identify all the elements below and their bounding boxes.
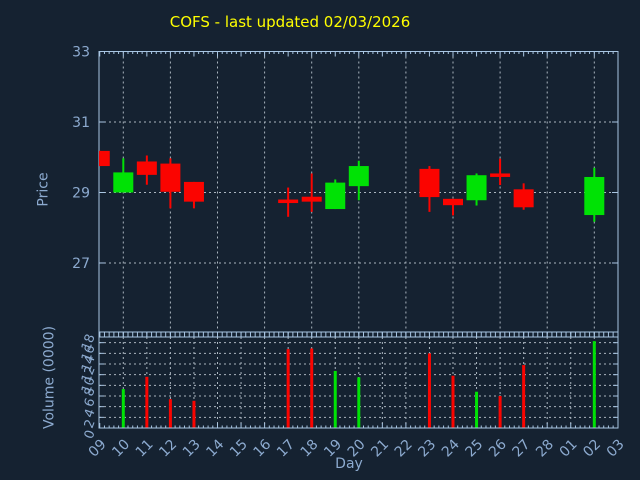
day-tick-label: 24 (439, 436, 463, 460)
candle-body (136, 161, 157, 175)
volume-bars (121, 341, 596, 428)
day-tick-label: 12 (156, 437, 180, 461)
gridlines (99, 51, 618, 428)
day-tick-label: 11 (133, 437, 157, 461)
day-tick-label: 26 (486, 436, 510, 460)
price-axis-label: Price (35, 172, 52, 207)
price-tick-label: 29 (72, 185, 90, 201)
price-tick-label: 27 (72, 256, 90, 272)
volume-tick-label: 16 (79, 343, 99, 364)
candle-body (278, 199, 299, 204)
day-tick-label: 03 (604, 437, 628, 461)
candle-body (513, 189, 534, 208)
price-tick-label: 31 (72, 115, 90, 131)
candle-body (160, 163, 181, 192)
candle-body (348, 166, 369, 187)
candle-body (325, 182, 346, 210)
day-axis-label: Day (335, 456, 363, 472)
day-tick-label: 10 (109, 437, 133, 461)
day-tick-label: 01 (557, 437, 581, 461)
day-tick-label: 25 (462, 437, 486, 461)
day-tick-label: 27 (510, 437, 534, 461)
day-tick-label: 23 (415, 437, 439, 461)
day-tick-label: 09 (86, 437, 110, 461)
volume-axis-label: Volume (0000) (41, 325, 58, 430)
candles (99, 150, 605, 222)
candle-body (466, 175, 487, 201)
volume-tick-label: 10 (79, 375, 99, 396)
day-tick-label: 15 (227, 437, 251, 461)
volume-tick-label: 12 (79, 364, 99, 385)
price-tick-label: 33 (72, 45, 90, 61)
day-tick-label: 28 (533, 437, 557, 461)
candle-body (301, 196, 322, 202)
chart-title: COFS - last updated 02/03/2026 (169, 13, 411, 31)
candle-body (490, 173, 511, 177)
day-tick-label: 13 (180, 437, 204, 461)
volume-tick-label: 18 (79, 332, 99, 353)
day-tick-label: 22 (392, 437, 416, 461)
day-tick-label: 14 (203, 436, 227, 460)
candle-body (113, 172, 134, 193)
candle-body (419, 168, 440, 198)
candle-body (443, 198, 463, 206)
candle-body (584, 176, 605, 216)
tick-marks (99, 51, 618, 429)
candle-body (183, 181, 204, 202)
day-tick-label: 02 (580, 437, 604, 461)
day-tick-label: 17 (274, 437, 298, 461)
volume-tick-label: 14 (79, 354, 99, 375)
day-tick-label: 16 (251, 436, 275, 460)
candle-body (99, 150, 110, 167)
